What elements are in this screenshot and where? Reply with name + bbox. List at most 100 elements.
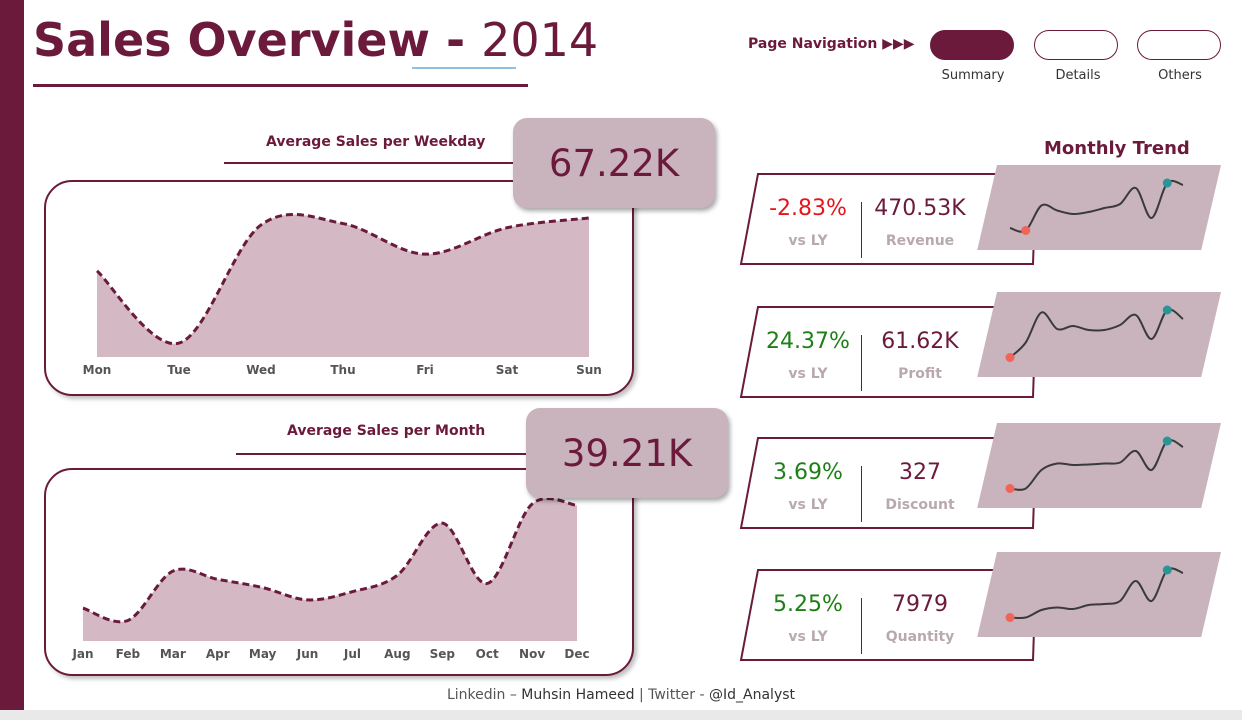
month-point-nov[interactable] (529, 501, 535, 507)
weekday-kpi-card: 67.22K (513, 118, 715, 208)
weekday-tick-label: Sun (576, 363, 602, 377)
month-tick-label: Jan (71, 647, 93, 661)
revenue-sparkline-max-marker (1162, 178, 1172, 188)
profit-vs-ly-label: vs LY (788, 366, 828, 382)
nav-others-caption[interactable]: Others (1158, 68, 1202, 83)
weekday-area-fill (97, 214, 589, 357)
footer-twitter-label: Twitter - (648, 687, 705, 703)
profit-sparkline-max-marker (1162, 305, 1172, 315)
quantity-card-divider (861, 598, 862, 654)
month-point-jun[interactable] (305, 597, 311, 603)
revenue-card-divider (861, 202, 862, 258)
month-tick-label: Dec (564, 647, 589, 661)
page-navigation-label: Page Navigation ▶▶▶ (748, 36, 915, 52)
month-tick-label: Nov (519, 647, 545, 661)
quantity-sparkline-max-marker (1162, 565, 1172, 575)
discount-sparkline-min-marker (1005, 484, 1015, 493)
discount-sparkline (977, 423, 1221, 508)
nav-details-button[interactable] (1034, 30, 1118, 60)
discount-card-frame (739, 437, 1038, 529)
profit-card-divider (861, 335, 862, 391)
month-point-feb[interactable] (125, 617, 131, 623)
left-accent-bar (0, 0, 24, 710)
page-title: Sales Overview - 2014 (33, 10, 598, 70)
month-chart-title: Average Sales per Month (287, 423, 486, 439)
nav-others-button[interactable] (1137, 30, 1221, 60)
nav-details-caption[interactable]: Details (1055, 68, 1101, 83)
profit-value: 61.62K (881, 329, 959, 354)
profit-pct-vs-ly: 24.37% (766, 329, 850, 354)
revenue-metric-label: Revenue (885, 233, 955, 249)
year-underline (412, 67, 516, 69)
profit-metric-label: Profit (898, 366, 942, 382)
discount-card-divider (861, 466, 862, 522)
footer-linkedin-label: Linkedin – (446, 687, 517, 703)
month-tick-label: Aug (384, 647, 410, 661)
year-slicer[interactable]: 2014 (481, 13, 599, 67)
quantity-card-frame (739, 569, 1038, 661)
month-point-oct[interactable] (484, 580, 490, 586)
quantity-sparkline-background (977, 552, 1221, 637)
weekday-tick-label: Fri (416, 363, 433, 377)
quantity-pct-vs-ly: 5.25% (773, 592, 843, 617)
footer-twitter-handle[interactable]: @Id_Analyst (709, 687, 796, 703)
discount-pct-vs-ly: 3.69% (773, 460, 843, 485)
nav-summary-button[interactable] (930, 30, 1014, 60)
quantity-card: 5.25% vs LY 7979 Quantity (738, 568, 1038, 662)
quantity-metric-label: Quantity (885, 629, 955, 645)
month-tick-label: Feb (116, 647, 141, 661)
revenue-sparkline-background (977, 165, 1221, 250)
weekday-tick-label: Wed (246, 363, 276, 377)
month-point-aug[interactable] (394, 572, 400, 578)
profit-sparkline-min-marker (1005, 353, 1015, 362)
quantity-vs-ly-label: vs LY (788, 629, 828, 645)
month-tick-label: Jun (296, 647, 319, 661)
profit-card: 24.37% vs LY 61.62K Profit (738, 305, 1038, 399)
quantity-sparkline (977, 552, 1221, 637)
month-series-line (82, 497, 578, 624)
month-point-sep[interactable] (439, 520, 445, 526)
weekday-chart-title: Average Sales per Weekday (266, 134, 486, 150)
discount-sparkline-line (1009, 439, 1184, 491)
monthly-trend-title: Monthly Trend (1044, 138, 1190, 159)
bottom-strip (0, 710, 1242, 720)
revenue-sparkline (977, 165, 1221, 250)
month-point-mar[interactable] (170, 568, 176, 574)
discount-vs-ly-label: vs LY (788, 497, 828, 513)
weekday-tick-label: Tue (167, 363, 191, 377)
month-area-fill (83, 498, 577, 641)
month-tick-label: Sep (430, 647, 456, 661)
discount-sparkline-max-marker (1162, 436, 1172, 446)
profit-sparkline (977, 292, 1221, 377)
weekday-tick-label: Thu (330, 363, 355, 377)
revenue-card-frame (739, 173, 1038, 265)
discount-sparkline-background (977, 423, 1221, 508)
profit-card-frame (739, 306, 1038, 398)
revenue-pct-vs-ly: -2.83% (769, 196, 847, 221)
footer-separator: | (638, 687, 644, 703)
nav-summary-caption[interactable]: Summary (941, 68, 1005, 83)
quantity-sparkline-line (1009, 567, 1184, 620)
month-point-jul[interactable] (349, 589, 355, 595)
month-point-jan[interactable] (80, 605, 86, 611)
discount-card: 3.69% vs LY 327 Discount (738, 436, 1038, 530)
revenue-card: -2.83% vs LY 470.53K Revenue (738, 172, 1038, 266)
revenue-value: 470.53K (874, 196, 966, 221)
month-point-apr[interactable] (215, 576, 221, 582)
discount-metric-label: Discount (885, 497, 955, 513)
quantity-value: 7979 (892, 592, 948, 617)
revenue-sparkline-min-marker (1021, 226, 1031, 235)
footer-author-name[interactable]: Muhsin Hameed (521, 687, 635, 703)
month-tick-label: May (249, 647, 277, 661)
quantity-sparkline-min-marker (1005, 613, 1015, 622)
page-title-text: Sales Overview - (33, 13, 466, 67)
month-point-dec[interactable] (574, 502, 580, 508)
revenue-vs-ly-label: vs LY (788, 233, 828, 249)
discount-value: 327 (899, 460, 941, 485)
month-point-may[interactable] (260, 585, 266, 591)
profit-sparkline-line (1009, 308, 1184, 359)
weekday-tick-label: Mon (83, 363, 112, 377)
month-tick-label: Apr (206, 647, 230, 661)
revenue-sparkline-line (1009, 179, 1184, 233)
